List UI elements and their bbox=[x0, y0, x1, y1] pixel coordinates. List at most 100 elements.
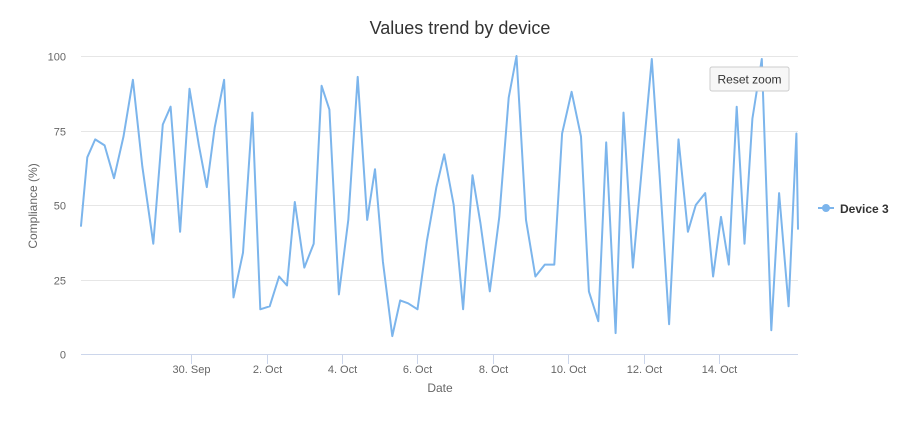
data-point bbox=[336, 291, 342, 297]
data-point bbox=[405, 300, 411, 306]
x-tick-label: 12. Oct bbox=[627, 364, 662, 376]
data-point bbox=[742, 241, 748, 247]
data-point bbox=[389, 333, 395, 339]
data-point bbox=[433, 184, 439, 190]
data-point bbox=[749, 116, 755, 122]
data-point bbox=[168, 104, 174, 110]
data-point bbox=[786, 303, 792, 309]
data-point bbox=[196, 142, 202, 148]
data-point bbox=[102, 142, 108, 148]
reset-zoom-label: Reset zoom bbox=[717, 73, 781, 87]
axis-layer: 0 25 50 75 100 30. Sep 2. Oct 4. Oct 6. Oct 8. Oc… bbox=[48, 52, 798, 376]
data-point bbox=[710, 274, 716, 280]
data-point bbox=[639, 160, 645, 166]
data-point bbox=[187, 86, 193, 92]
data-point bbox=[726, 262, 732, 268]
data-point bbox=[221, 77, 227, 83]
legend-item-device-3[interactable]: Device 3 bbox=[818, 202, 889, 216]
data-point bbox=[666, 321, 672, 327]
data-point bbox=[685, 229, 691, 235]
data-point bbox=[139, 163, 145, 169]
data-point bbox=[470, 172, 476, 178]
y-tick-label: 75 bbox=[54, 127, 66, 139]
grid-layer bbox=[81, 56, 798, 281]
data-point bbox=[506, 95, 512, 101]
x-tick-label: 14. Oct bbox=[702, 364, 737, 376]
data-point bbox=[460, 306, 466, 312]
data-point bbox=[319, 83, 325, 89]
y-tick-label: 25 bbox=[54, 276, 66, 288]
data-point bbox=[424, 238, 430, 244]
data-point bbox=[92, 136, 98, 142]
reset-zoom-button-bg bbox=[709, 66, 790, 92]
data-point bbox=[718, 214, 724, 220]
data-point bbox=[212, 125, 218, 131]
data-point bbox=[249, 110, 255, 116]
data-point bbox=[759, 56, 765, 62]
y-tick-label: 0 bbox=[60, 350, 66, 362]
x-tick-label: 4. Oct bbox=[328, 364, 357, 376]
data-point bbox=[514, 53, 520, 59]
data-point bbox=[355, 74, 361, 80]
y-tick-label: 50 bbox=[54, 201, 66, 213]
data-point bbox=[586, 288, 592, 294]
data-point bbox=[257, 306, 263, 312]
data-point bbox=[559, 131, 565, 137]
data-point bbox=[84, 154, 90, 160]
data-point bbox=[621, 110, 627, 116]
data-point bbox=[78, 223, 84, 229]
data-point bbox=[121, 134, 127, 140]
series-line-device-3 bbox=[80, 55, 799, 338]
data-point bbox=[130, 77, 136, 83]
data-point bbox=[311, 241, 317, 247]
data-point bbox=[523, 217, 529, 223]
x-tick-label: 8. Oct bbox=[479, 364, 508, 376]
data-point bbox=[496, 214, 502, 220]
data-point bbox=[326, 107, 332, 113]
data-point bbox=[595, 318, 601, 324]
data-point bbox=[649, 56, 655, 62]
data-point bbox=[372, 166, 378, 172]
data-point bbox=[613, 330, 619, 336]
data-point bbox=[364, 217, 370, 223]
x-tick-label: 2. Oct bbox=[253, 364, 282, 376]
data-point bbox=[292, 199, 298, 205]
data-point bbox=[793, 131, 799, 137]
series-layer bbox=[78, 53, 801, 339]
data-point bbox=[702, 190, 708, 196]
data-point bbox=[569, 89, 575, 95]
legend-label: Device 3 bbox=[840, 202, 889, 216]
data-point bbox=[160, 122, 166, 128]
data-point bbox=[630, 265, 636, 271]
data-point bbox=[795, 226, 801, 232]
data-point bbox=[231, 294, 237, 300]
x-tick-label: 6. Oct bbox=[403, 364, 432, 376]
data-point bbox=[397, 297, 403, 303]
data-point bbox=[345, 217, 351, 223]
x-tick-label: 30. Sep bbox=[173, 364, 211, 376]
y-axis-title: Compliance (%) bbox=[26, 163, 40, 248]
data-point bbox=[477, 220, 483, 226]
data-point bbox=[657, 172, 663, 178]
data-point bbox=[204, 184, 210, 190]
data-point bbox=[603, 139, 609, 145]
data-point bbox=[284, 283, 290, 289]
data-point bbox=[267, 303, 273, 309]
data-point bbox=[768, 327, 774, 333]
data-point bbox=[551, 262, 557, 268]
chart-title: Values trend by device bbox=[370, 18, 551, 38]
data-point bbox=[415, 306, 421, 312]
data-point bbox=[451, 202, 457, 208]
data-point bbox=[441, 151, 447, 157]
data-point bbox=[734, 104, 740, 110]
data-point bbox=[380, 259, 386, 265]
data-point bbox=[542, 262, 548, 268]
data-point bbox=[177, 229, 183, 235]
data-point bbox=[276, 274, 282, 280]
data-point bbox=[776, 190, 782, 196]
x-tick-label: 10. Oct bbox=[551, 364, 586, 376]
reset-zoom-button[interactable]: Reset zoom bbox=[709, 66, 790, 92]
data-point bbox=[676, 136, 682, 142]
data-point bbox=[301, 265, 307, 271]
